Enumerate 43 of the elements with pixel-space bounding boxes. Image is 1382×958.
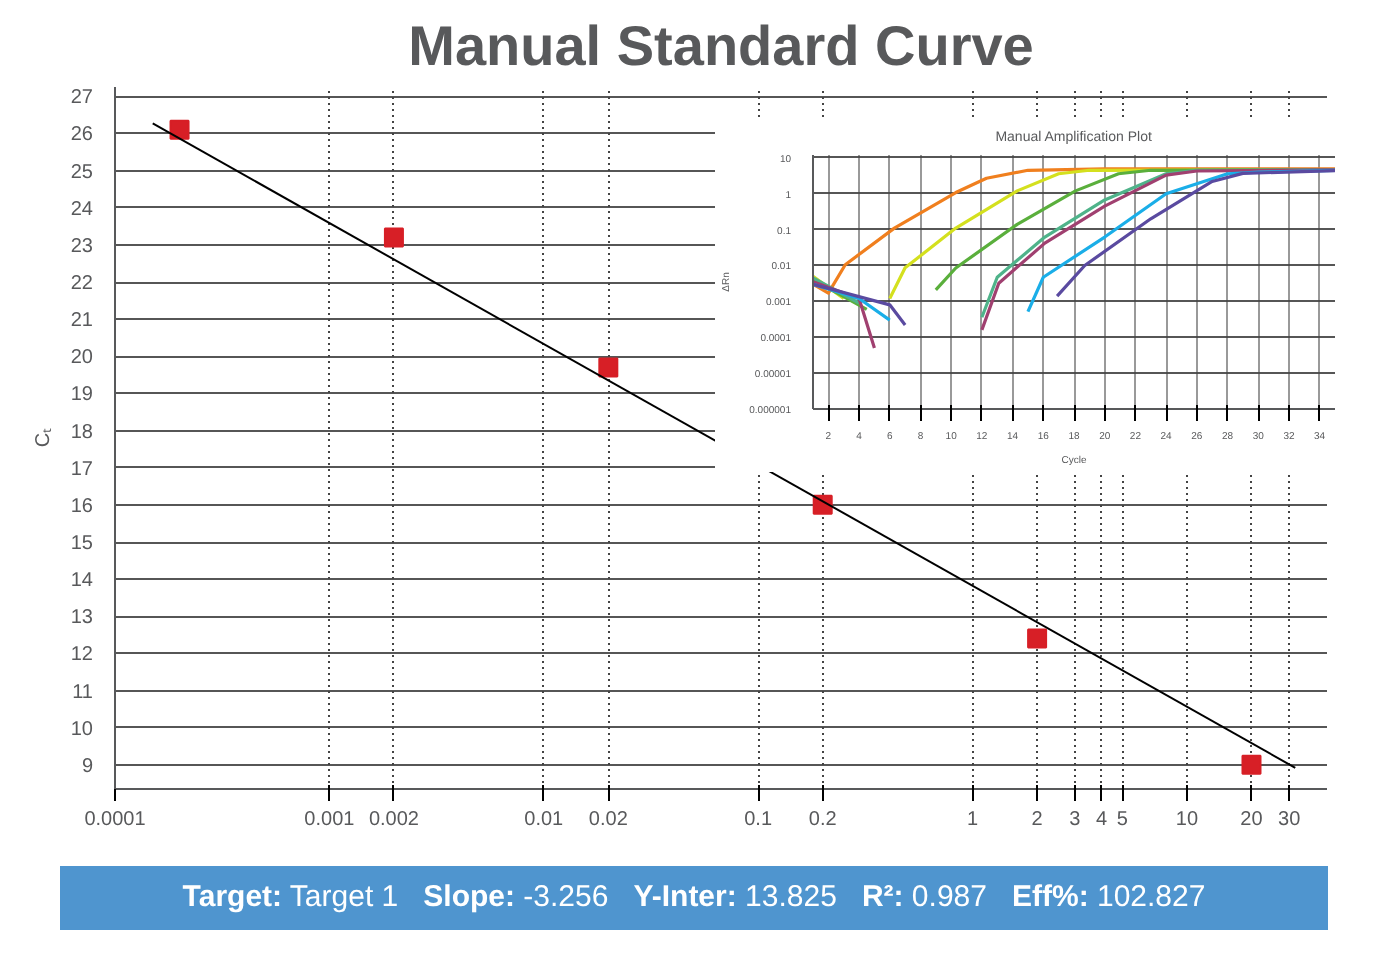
x-tick-label: 0.02 <box>588 809 629 831</box>
y-tick-label: 21 <box>70 310 94 333</box>
y-tick-label: 17 <box>70 458 94 481</box>
x-tick-label: 0.002 <box>368 809 420 831</box>
y-tick-label: 13 <box>70 607 94 630</box>
point <box>1027 628 1048 649</box>
point <box>1241 754 1262 775</box>
y-tick-label: 24 <box>70 198 94 221</box>
x-tick-label: 10 <box>1175 809 1199 831</box>
y-tick-label: 11 <box>72 681 94 704</box>
y-axis-title: Cₜ <box>32 426 55 448</box>
x-tick-label: 0.001 <box>304 809 356 831</box>
point <box>598 357 619 378</box>
point <box>169 119 190 140</box>
text: Eff%: 102.827 <box>1011 880 1206 914</box>
x-tick-label: 5 <box>1116 809 1129 831</box>
y-tick-label: 14 <box>70 570 94 593</box>
x-tick-label: 2 <box>1031 809 1044 831</box>
x-tick-label: 20 <box>1240 809 1264 831</box>
y-tick-label: 25 <box>70 161 94 184</box>
y-tick-label: 23 <box>70 235 94 258</box>
text: R²: 0.987 <box>861 880 987 914</box>
y-tick-label: 12 <box>70 644 94 667</box>
text: Slope: -3.256 <box>423 880 609 914</box>
x-tick-label: 30 <box>1278 809 1302 831</box>
y-tick-label: 26 <box>70 124 94 147</box>
x-tick-label: 1 <box>967 809 979 831</box>
x-tick-label: 0.01 <box>524 809 565 831</box>
x-tick-label: 4 <box>1096 809 1109 831</box>
chart-title: Manual Standard Curve <box>408 15 1034 77</box>
text: Y-Inter: 13.825 <box>633 880 837 914</box>
y-tick-label: 9 <box>81 755 94 778</box>
y-tick-label: 22 <box>70 273 94 295</box>
y-tick-label: 19 <box>70 384 94 407</box>
y-tick-label: 27 <box>70 87 94 110</box>
y-tick-label: 16 <box>70 495 94 518</box>
x-tick-label: 0.2 <box>808 809 838 831</box>
text: Target: Target 1 <box>182 880 399 914</box>
point <box>383 227 404 248</box>
y-tick-label: 15 <box>70 533 94 555</box>
x-tick-label: 3 <box>1069 809 1082 831</box>
y-tick-label: 20 <box>70 347 94 370</box>
y-tick-label: 10 <box>70 718 94 741</box>
